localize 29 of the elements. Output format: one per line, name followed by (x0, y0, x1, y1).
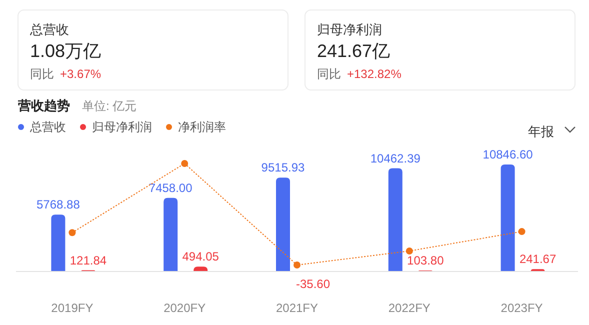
x-tick-label: 2020FY (164, 301, 206, 315)
legend-label: 归母净利润 (92, 120, 152, 134)
text: +3.67% (60, 67, 102, 81)
data-label: 9515.93 (261, 160, 306, 175)
text: 同比 (30, 67, 54, 81)
text: 总营收 (29, 22, 69, 37)
data-label: 494.05 (182, 250, 220, 264)
chart-subtitle: 单位: 亿元 (82, 99, 137, 113)
x-tick-label: 2023FY (500, 301, 543, 315)
x-tick-label: 2022FY (388, 301, 430, 315)
text: 年报 (528, 124, 554, 139)
data-label: 103.80 (407, 253, 444, 268)
data-label: 7458.00 (148, 180, 193, 195)
data-label: -35.60 (296, 276, 330, 291)
text: +132.82% (347, 67, 402, 81)
data-label: 10846.60 (482, 148, 534, 162)
legend-label: 总营收 (29, 120, 66, 134)
legend-label: 净利润率 (178, 120, 226, 134)
data-label: 121.84 (70, 253, 107, 268)
text: 1.08万亿 (30, 41, 102, 61)
text: 241.67亿 (317, 41, 390, 61)
data-label: 5768.88 (36, 198, 80, 212)
data-label: 241.67 (519, 252, 556, 266)
text: 同比 (317, 67, 341, 81)
data-label: 10462.39 (370, 151, 421, 166)
chart-title: 营收趋势 (17, 98, 70, 113)
text: 归母净利润 (317, 22, 382, 37)
x-tick-label: 2021FY (276, 301, 318, 315)
x-tick-label: 2019FY (51, 301, 94, 315)
